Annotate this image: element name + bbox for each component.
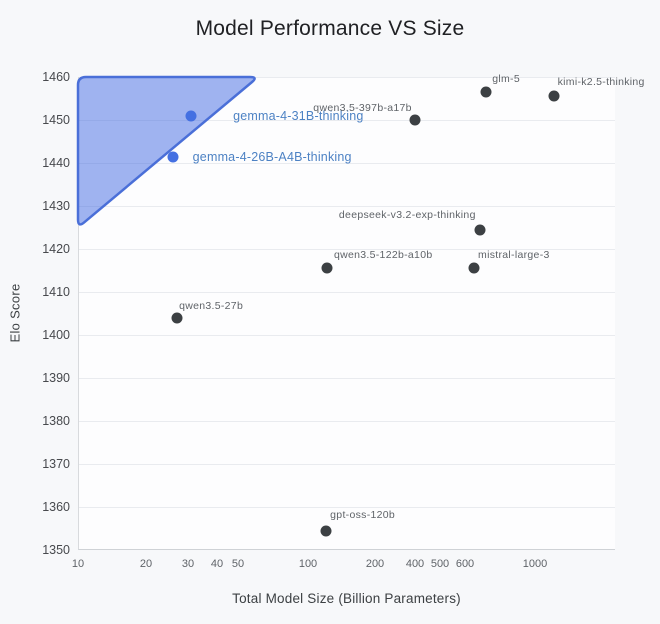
x-tick-label: 200 (365, 558, 385, 570)
y-tick-label: 1440 (42, 156, 70, 170)
y-tick-label: 1370 (42, 457, 70, 471)
y-tick-label: 1430 (42, 199, 70, 213)
y-tick-label: 1460 (42, 70, 70, 84)
y-tick-label: 1360 (42, 500, 70, 514)
y-tick-label: 1390 (42, 371, 70, 385)
x-tick-label: 1000 (522, 558, 548, 570)
y-tick-label: 1450 (42, 113, 70, 127)
x-tick-label: 40 (210, 558, 224, 570)
x-tick-label: 10 (71, 558, 85, 570)
x-axis-title: Total Model Size (Billion Parameters) (232, 591, 461, 606)
plot-area (78, 77, 615, 550)
x-tick-label: 400 (405, 558, 425, 570)
x-tick-label: 600 (455, 558, 475, 570)
x-tick-label: 100 (298, 558, 318, 570)
y-tick-label: 1420 (42, 242, 70, 256)
x-tick-label: 500 (430, 558, 450, 570)
x-tick-label: 50 (231, 558, 245, 570)
y-axis-title: Elo Score (7, 283, 23, 343)
y-tick-label: 1380 (42, 414, 70, 428)
y-tick-label: 1350 (42, 543, 70, 557)
x-tick-label: 20 (139, 558, 153, 570)
x-tick-label: 30 (181, 558, 195, 570)
chart-title: Model Performance VS Size (195, 17, 465, 40)
